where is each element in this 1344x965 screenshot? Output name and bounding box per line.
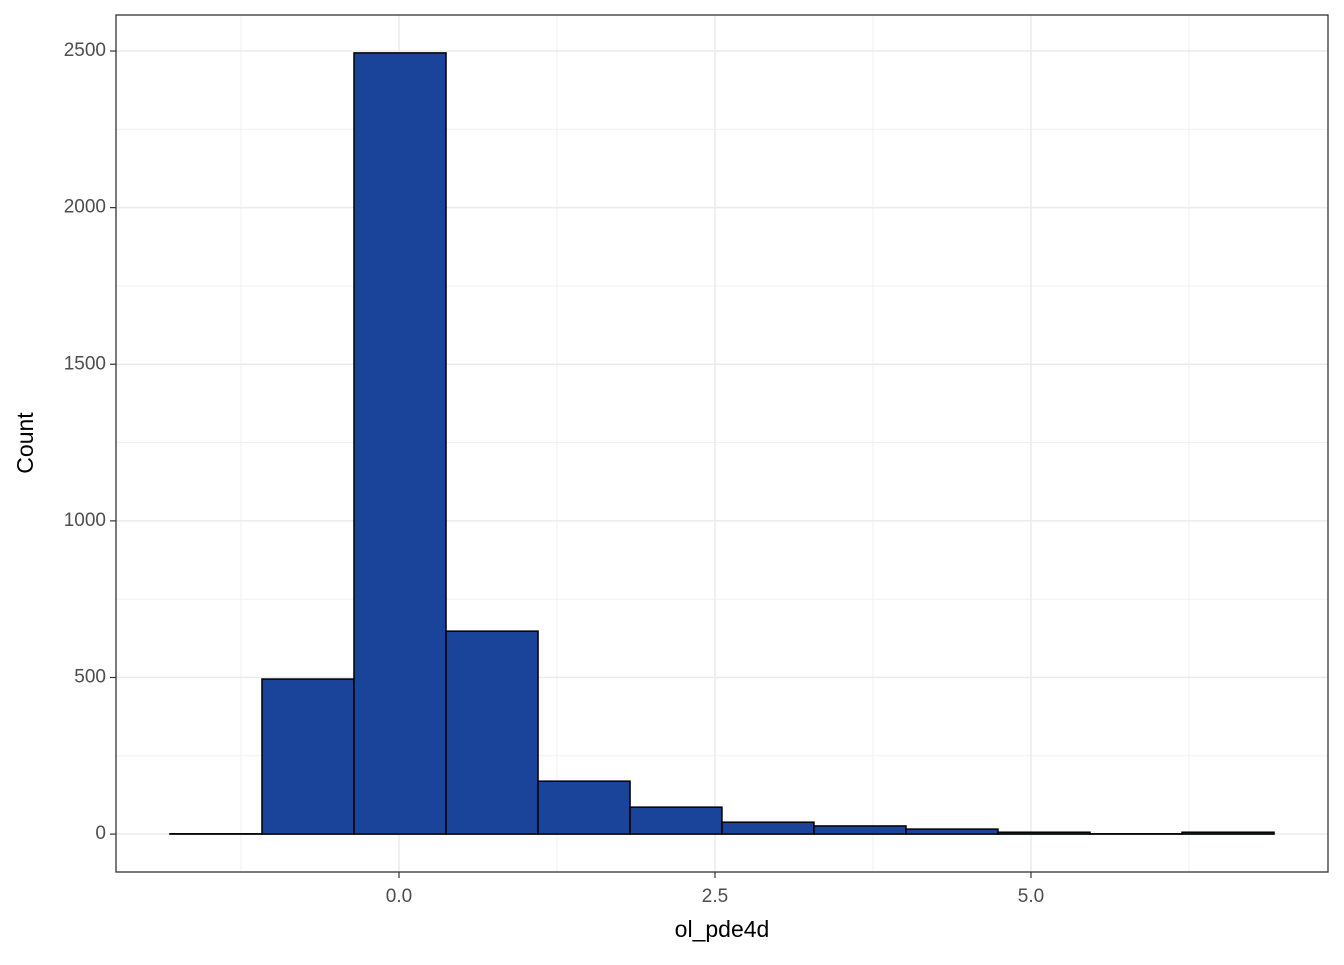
x-tick-label: 2.5 xyxy=(702,886,728,907)
bar xyxy=(354,53,446,834)
bar xyxy=(722,822,814,834)
x-axis-title: ol_pde4d xyxy=(675,916,770,942)
bar xyxy=(630,807,722,834)
y-tick-label: 1000 xyxy=(64,510,106,531)
x-tick-label: 5.0 xyxy=(1018,886,1044,907)
bar xyxy=(262,679,354,834)
bar xyxy=(906,829,998,834)
bar xyxy=(998,832,1090,834)
bar xyxy=(538,781,630,834)
y-tick-label: 2500 xyxy=(64,40,106,61)
y-axis-title: Count xyxy=(12,412,38,474)
y-tick-label: 0 xyxy=(95,823,106,844)
y-tick-label: 2000 xyxy=(64,197,106,218)
y-tick-label: 500 xyxy=(74,666,106,687)
x-tick-label: 0.0 xyxy=(386,886,412,907)
bar xyxy=(814,826,906,834)
y-tick-label: 1500 xyxy=(64,353,106,374)
bar xyxy=(1182,832,1274,834)
bar xyxy=(446,631,538,834)
